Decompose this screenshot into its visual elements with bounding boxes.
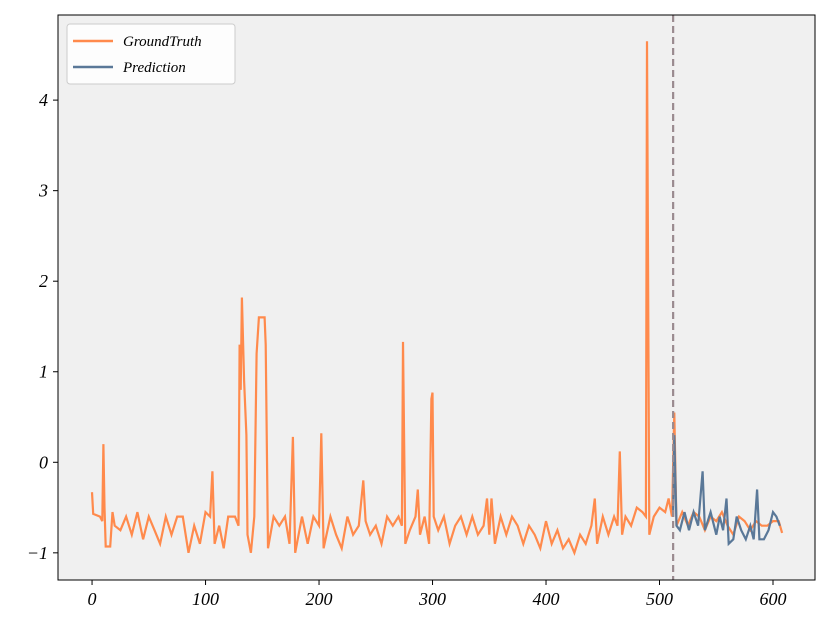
x-tick-label: 100 bbox=[192, 589, 219, 609]
y-tick-label: −1 bbox=[27, 543, 48, 563]
y-tick-label: 4 bbox=[39, 90, 48, 110]
y-tick-label: 2 bbox=[39, 271, 48, 291]
y-tick-label: 3 bbox=[38, 181, 48, 201]
series-line bbox=[90, 41, 784, 556]
x-tick-label: 600 bbox=[760, 589, 787, 609]
x-tick-label: 500 bbox=[646, 589, 673, 609]
x-tick-label: 300 bbox=[418, 589, 446, 609]
x-tick-label: 200 bbox=[306, 589, 333, 609]
x-tick-label: 0 bbox=[88, 589, 97, 609]
x-tick-label: 400 bbox=[533, 589, 560, 609]
y-tick-label: 0 bbox=[39, 452, 48, 472]
y-tick-label: 1 bbox=[39, 362, 48, 382]
legend-box bbox=[66, 23, 236, 85]
plot-frame bbox=[57, 14, 816, 581]
plot-area bbox=[58, 15, 815, 580]
series-line bbox=[672, 435, 781, 547]
legend-label: Prediction bbox=[122, 60, 186, 76]
legend-label: GroundTruth bbox=[123, 34, 202, 50]
